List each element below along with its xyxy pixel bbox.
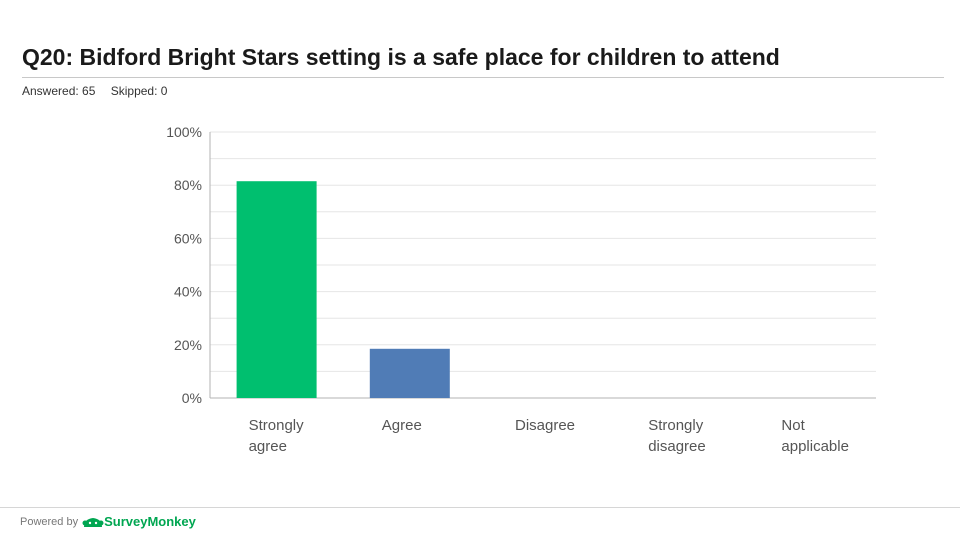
x-category-label: applicable — [781, 438, 849, 455]
y-tick-label: 100% — [166, 124, 202, 140]
y-tick-label: 80% — [174, 177, 202, 193]
footer: Powered by SurveyMonkey — [20, 514, 196, 529]
bar — [236, 181, 317, 398]
x-category-label: Strongly — [648, 417, 704, 434]
title-divider — [22, 77, 944, 78]
x-category-label: agree — [249, 438, 287, 455]
y-tick-label: 0% — [182, 390, 202, 406]
x-category-label: Strongly — [249, 417, 305, 434]
response-summary: Answered: 65 Skipped: 0 — [22, 84, 179, 98]
surveymonkey-brand[interactable]: SurveyMonkey — [82, 514, 196, 529]
x-category-label: Not — [781, 417, 805, 434]
y-tick-label: 20% — [174, 337, 202, 353]
x-category-label: disagree — [648, 438, 706, 455]
skipped-count: Skipped: 0 — [110, 84, 168, 98]
surveymonkey-wordmark: SurveyMonkey — [104, 514, 196, 529]
y-tick-label: 40% — [174, 284, 202, 300]
y-tick-label: 60% — [174, 230, 202, 246]
footer-divider — [0, 507, 960, 508]
x-category-label: Agree — [382, 417, 422, 434]
question-title: Q20: Bidford Bright Stars setting is a s… — [22, 44, 780, 70]
surveymonkey-logo-icon — [82, 517, 104, 527]
bar-chart: 0% 20% 40% 60% 80% 100% Strongly agree Agree Disa… — [166, 124, 876, 455]
bar — [369, 348, 450, 398]
answered-count: Answered: 65 — [22, 84, 96, 98]
powered-by-label: Powered by — [20, 515, 79, 528]
x-category-label: Disagree — [515, 417, 575, 434]
